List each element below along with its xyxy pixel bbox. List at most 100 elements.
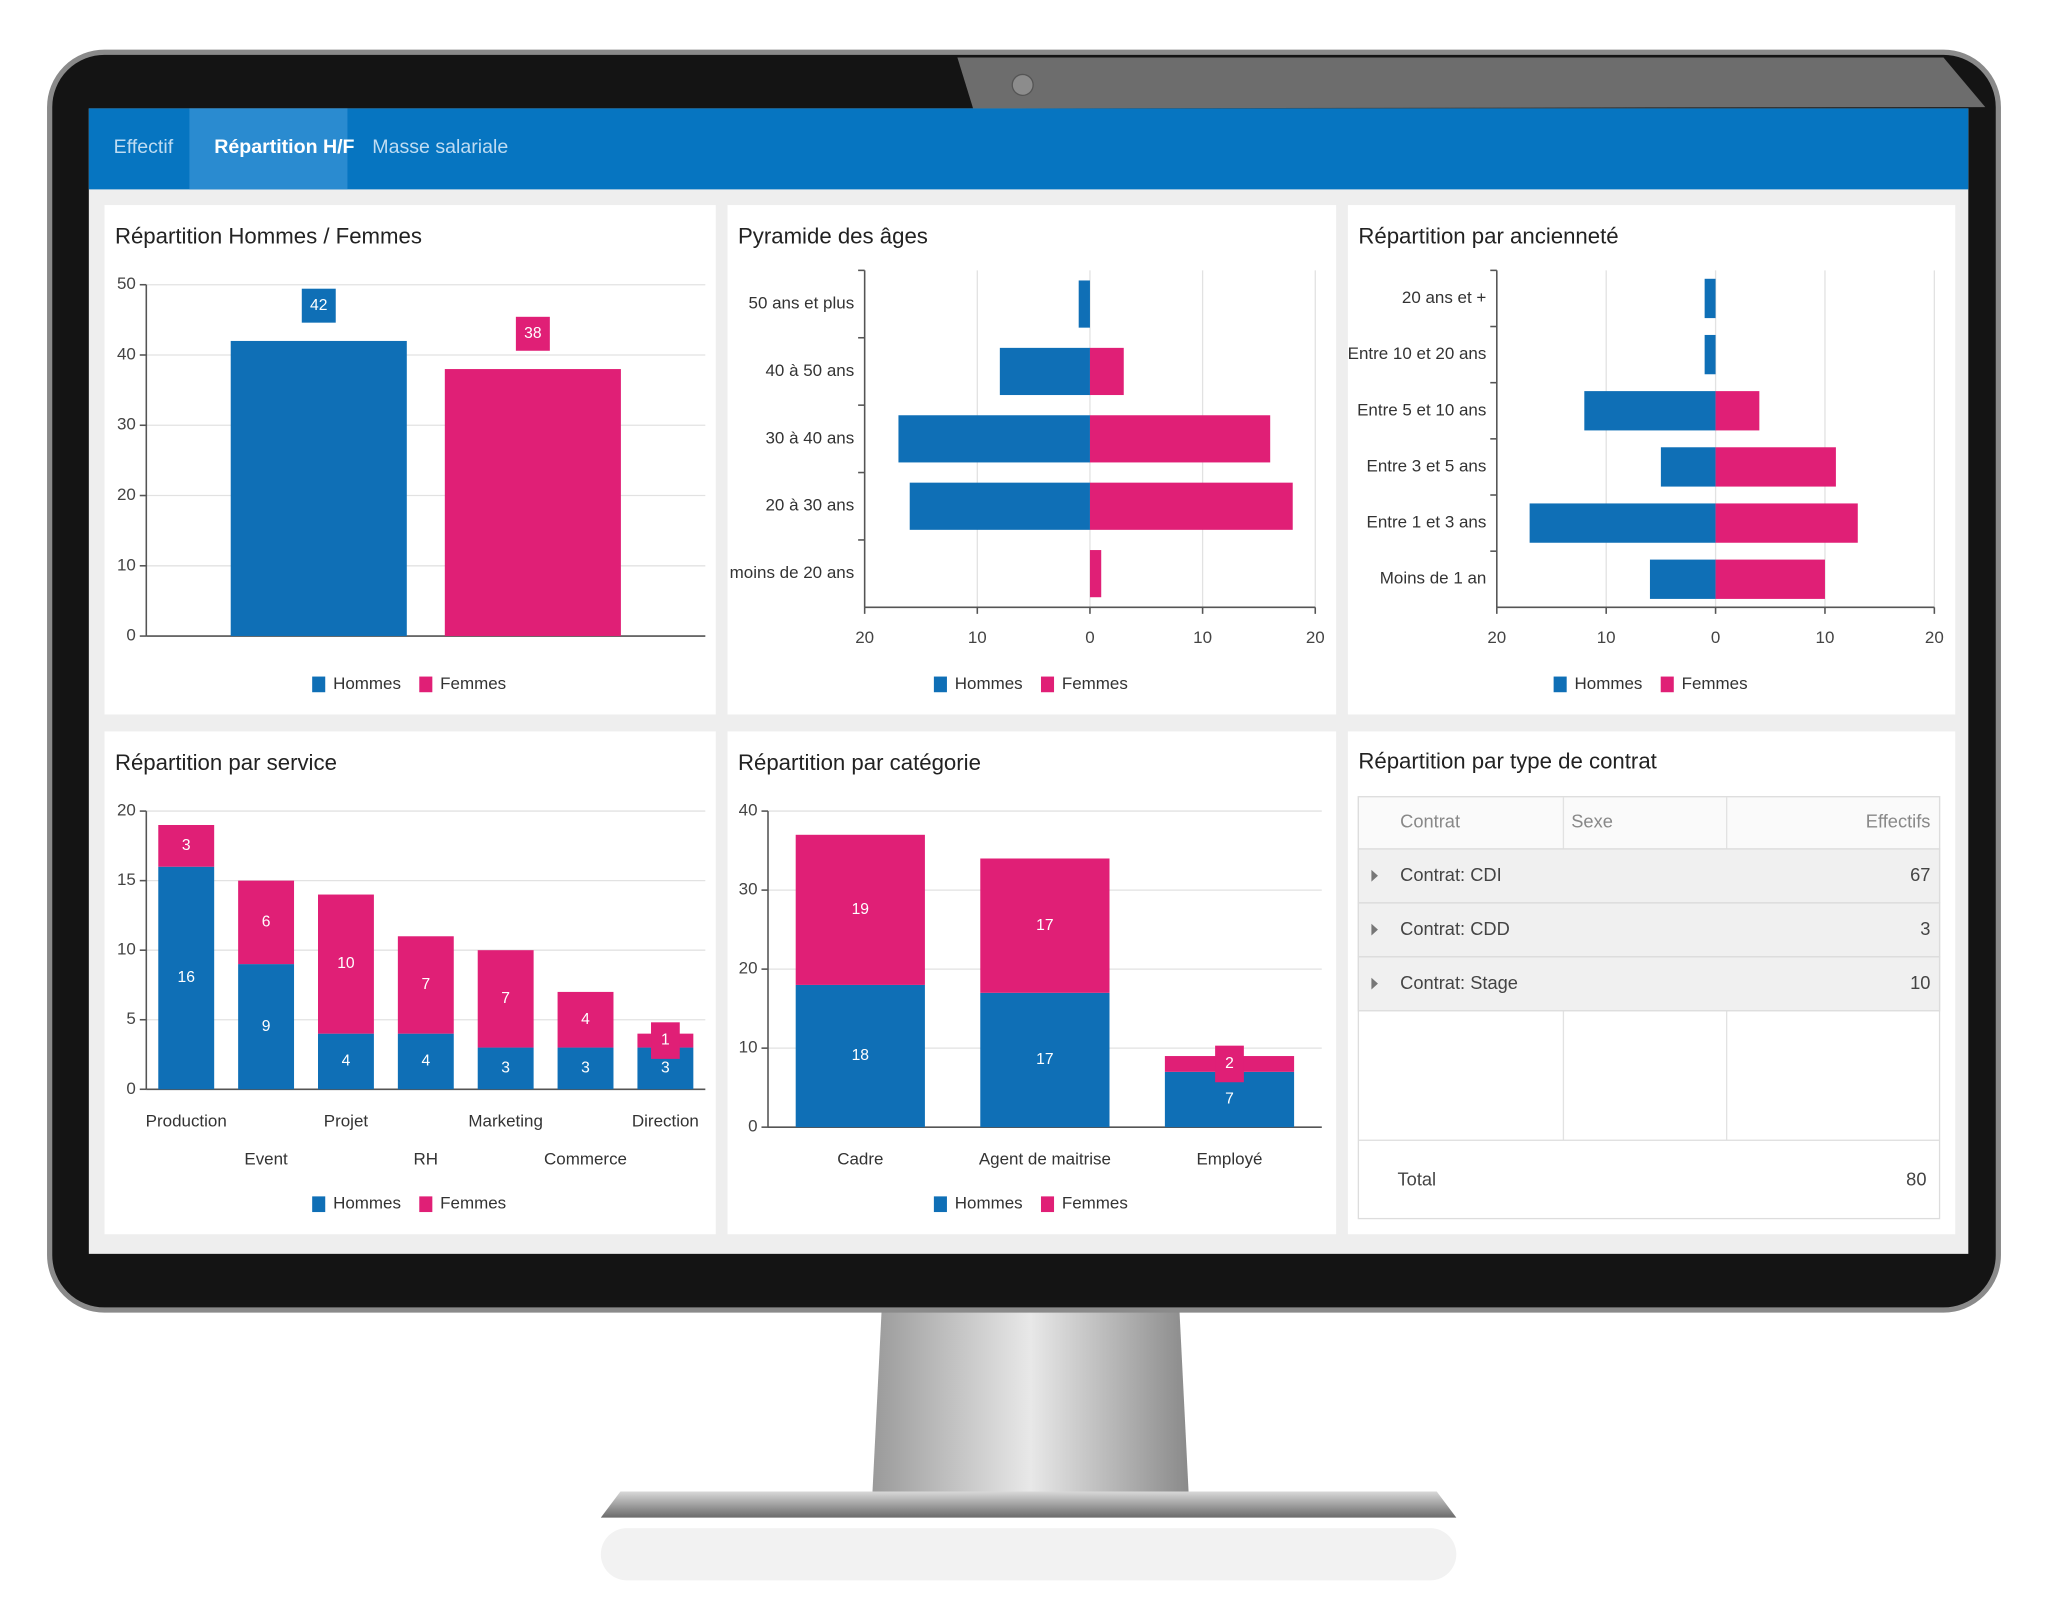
legend-swatch bbox=[1040, 1196, 1055, 1213]
legend-swatch bbox=[312, 676, 326, 693]
data-label: 17 bbox=[1036, 917, 1053, 934]
y-tick-label: 20 à 30 ans bbox=[766, 496, 855, 515]
bar-segment bbox=[158, 824, 215, 867]
x-tick-label: Marketing bbox=[468, 1111, 543, 1130]
y-tick-label: 10 bbox=[739, 1038, 758, 1057]
panel bbox=[104, 205, 716, 715]
x-tick-label: 20 bbox=[1925, 628, 1944, 647]
row-value: 67 bbox=[1910, 864, 1930, 885]
stand-reflection bbox=[600, 1528, 1457, 1581]
bar-segment bbox=[397, 1033, 454, 1090]
bar bbox=[1715, 447, 1836, 487]
legend-swatch bbox=[1660, 676, 1674, 693]
chart-title: Répartition par ancienneté bbox=[1358, 224, 1618, 249]
bar bbox=[1660, 447, 1716, 487]
bar-segment bbox=[158, 866, 215, 1090]
bar bbox=[444, 369, 621, 637]
panel bbox=[1347, 205, 1956, 715]
bar-segment bbox=[795, 984, 925, 1128]
row-label: Contrat: CDI bbox=[1400, 864, 1502, 885]
bar bbox=[909, 482, 1090, 530]
bar bbox=[1089, 482, 1293, 530]
data-label-box bbox=[301, 288, 336, 323]
row-label: Contrat: CDD bbox=[1400, 918, 1510, 939]
x-tick-label: 10 bbox=[968, 628, 987, 647]
chart-title: Répartition Hommes / Femmes bbox=[115, 224, 422, 249]
bar-segment bbox=[795, 834, 925, 985]
x-tick-label: Direction bbox=[632, 1111, 699, 1130]
x-tick-label: Production bbox=[146, 1111, 227, 1130]
x-tick-label: Agent de maitrise bbox=[979, 1149, 1111, 1168]
row-value: 10 bbox=[1910, 972, 1930, 993]
tab-bar bbox=[88, 108, 1969, 190]
legend-label: Hommes bbox=[1575, 674, 1643, 693]
x-tick-label: 0 bbox=[1085, 628, 1094, 647]
bar-segment bbox=[317, 894, 374, 1034]
x-tick-label: Projet bbox=[324, 1111, 369, 1130]
bar bbox=[1089, 550, 1102, 598]
data-label: 17 bbox=[1036, 1051, 1053, 1068]
x-tick-label: Event bbox=[244, 1149, 288, 1168]
expand-icon[interactable] bbox=[1371, 869, 1378, 882]
total-value: 80 bbox=[1906, 1169, 1926, 1190]
bar-segment bbox=[557, 1047, 614, 1090]
data-label: 9 bbox=[262, 1018, 271, 1035]
y-tick-label: 20 bbox=[117, 485, 136, 504]
table-row[interactable] bbox=[1357, 848, 1941, 904]
data-label: 42 bbox=[310, 297, 327, 314]
y-tick-label: 30 à 40 ans bbox=[766, 428, 855, 447]
y-tick-label: 15 bbox=[117, 870, 136, 889]
y-tick-label: 0 bbox=[748, 1117, 757, 1136]
total-label: Total bbox=[1398, 1169, 1437, 1190]
bar bbox=[1715, 503, 1858, 543]
tab[interactable]: Masse salariale bbox=[372, 136, 508, 158]
bar bbox=[1704, 334, 1716, 375]
expand-icon[interactable] bbox=[1371, 977, 1378, 990]
bar bbox=[1649, 559, 1716, 599]
data-label: 18 bbox=[852, 1047, 870, 1064]
bar bbox=[999, 347, 1090, 396]
legend-swatch bbox=[1040, 676, 1055, 693]
y-tick-label: Moins de 1 an bbox=[1380, 569, 1487, 588]
legend-label: Femmes bbox=[1682, 674, 1748, 693]
data-label: 2 bbox=[1225, 1055, 1234, 1072]
y-tick-label: 20 ans et + bbox=[1402, 288, 1487, 307]
data-label: 3 bbox=[501, 1060, 510, 1077]
data-label-box bbox=[1215, 1045, 1244, 1083]
row-value: 3 bbox=[1920, 918, 1930, 939]
y-tick-label: 20 bbox=[739, 959, 758, 978]
x-tick-label: 20 bbox=[855, 628, 874, 647]
table-header bbox=[1357, 796, 1941, 850]
tab[interactable]: Effectif bbox=[114, 136, 174, 158]
bar bbox=[1584, 391, 1716, 431]
y-tick-label: 5 bbox=[126, 1009, 135, 1028]
data-label: 7 bbox=[501, 990, 510, 1007]
legend-swatch bbox=[933, 1196, 947, 1213]
x-tick-label: Commerce bbox=[544, 1149, 627, 1168]
chart-title: Pyramide des âges bbox=[738, 224, 928, 249]
x-tick-label: Cadre bbox=[837, 1149, 883, 1168]
y-tick-label: 40 bbox=[117, 344, 136, 363]
data-label: 4 bbox=[342, 1053, 351, 1070]
bar bbox=[230, 340, 407, 637]
tab[interactable]: Répartition H/F bbox=[214, 136, 354, 158]
column-header: Contrat bbox=[1400, 811, 1460, 832]
bar bbox=[898, 415, 1090, 463]
stand-neck bbox=[872, 1310, 1189, 1492]
data-label: 10 bbox=[337, 955, 355, 972]
data-label: 3 bbox=[182, 837, 191, 854]
camera bbox=[1011, 73, 1034, 96]
data-label-box bbox=[651, 1022, 680, 1059]
table-row[interactable] bbox=[1357, 956, 1941, 1012]
x-tick-label: RH bbox=[414, 1149, 439, 1168]
x-tick-label: 0 bbox=[1711, 628, 1720, 647]
x-tick-label: Employé bbox=[1196, 1149, 1262, 1168]
stand-base bbox=[600, 1491, 1457, 1518]
x-tick-label: 20 bbox=[1306, 628, 1325, 647]
data-label: 16 bbox=[178, 969, 196, 986]
bar-segment bbox=[317, 1033, 374, 1090]
expand-icon[interactable] bbox=[1371, 923, 1378, 936]
data-label: 6 bbox=[262, 914, 271, 931]
